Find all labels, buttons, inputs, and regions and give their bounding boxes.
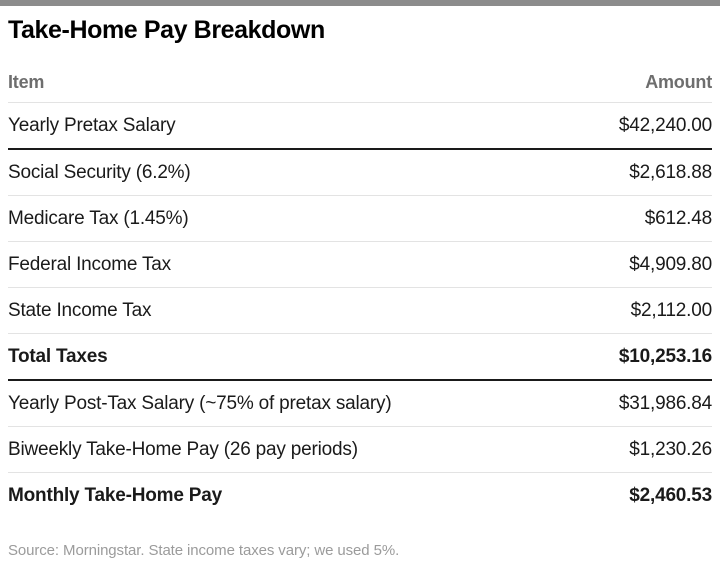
row-item-label: Medicare Tax (1.45%) [8, 207, 189, 229]
row-item-label: Monthly Take-Home Pay [8, 484, 222, 506]
row-item-label: Biweekly Take-Home Pay (26 pay periods) [8, 438, 358, 460]
table-row: Social Security (6.2%) $2,618.88 [8, 150, 712, 196]
top-accent-bar [0, 0, 720, 6]
table-body: Yearly Pretax Salary $42,240.00 Social S… [8, 103, 712, 518]
row-amount-value: $2,460.53 [629, 484, 712, 506]
row-amount-value: $31,986.84 [618, 392, 712, 414]
row-amount-value: $4,909.80 [629, 253, 712, 275]
table-figure: Take-Home Pay Breakdown Item Amount Year… [0, 15, 720, 559]
page-title: Take-Home Pay Breakdown [8, 16, 325, 44]
column-header-amount: Amount [645, 72, 712, 92]
table-row: Yearly Pretax Salary $42,240.00 [8, 103, 712, 150]
table-header: Item Amount [8, 72, 712, 103]
row-item-label: Yearly Post-Tax Salary (~75% of pretax s… [8, 392, 392, 414]
row-amount-value: $2,112.00 [630, 299, 713, 321]
row-item-label: Total Taxes [8, 345, 108, 367]
row-item-label: State Income Tax [8, 299, 152, 321]
table-row: Yearly Post-Tax Salary (~75% of pretax s… [8, 381, 712, 427]
table-row: Total Taxes $10,253.16 [8, 334, 712, 381]
row-amount-value: $10,253.16 [618, 345, 712, 367]
row-amount-value: $612.48 [644, 207, 712, 229]
row-amount-value: $42,240.00 [618, 114, 712, 136]
row-amount-value: $1,230.26 [629, 438, 712, 460]
row-item-label: Social Security (6.2%) [8, 161, 191, 183]
row-item-label: Yearly Pretax Salary [8, 114, 176, 136]
column-header-item: Item [8, 72, 45, 92]
table-row: Medicare Tax (1.45%) $612.48 [8, 196, 712, 242]
table-row: Federal Income Tax $4,909.80 [8, 242, 712, 288]
table-row: State Income Tax $2,112.00 [8, 288, 712, 334]
row-item-label: Federal Income Tax [8, 253, 171, 275]
row-amount-value: $2,618.88 [629, 161, 712, 183]
table-row: Biweekly Take-Home Pay (26 pay periods) … [8, 427, 712, 473]
source-note: Source: Morningstar. State income taxes … [8, 542, 400, 559]
table-row: Monthly Take-Home Pay $2,460.53 [8, 473, 712, 518]
